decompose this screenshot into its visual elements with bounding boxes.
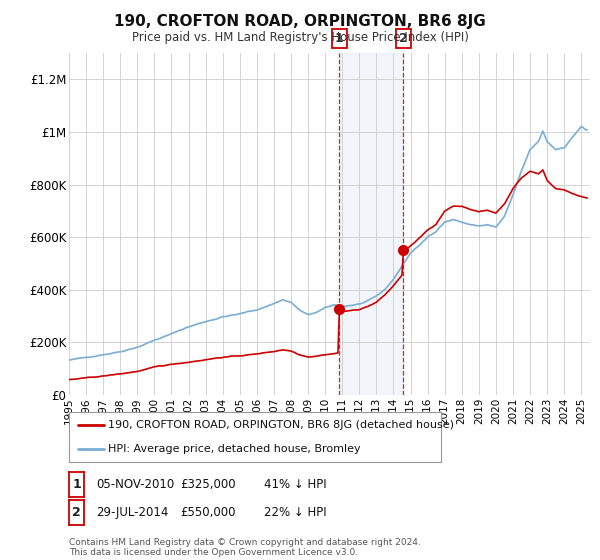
Text: £325,000: £325,000 <box>180 478 236 491</box>
Bar <box>340 53 403 395</box>
Text: Price paid vs. HM Land Registry's House Price Index (HPI): Price paid vs. HM Land Registry's House … <box>131 31 469 44</box>
Text: 190, CROFTON ROAD, ORPINGTON, BR6 8JG: 190, CROFTON ROAD, ORPINGTON, BR6 8JG <box>114 14 486 29</box>
Text: 1: 1 <box>335 32 344 45</box>
Text: 41% ↓ HPI: 41% ↓ HPI <box>264 478 326 491</box>
Text: 2: 2 <box>72 506 81 519</box>
Text: 2: 2 <box>399 32 408 45</box>
Text: 05-NOV-2010: 05-NOV-2010 <box>96 478 174 491</box>
Text: £550,000: £550,000 <box>180 506 236 519</box>
Text: HPI: Average price, detached house, Bromley: HPI: Average price, detached house, Brom… <box>108 445 361 454</box>
Text: 190, CROFTON ROAD, ORPINGTON, BR6 8JG (detached house): 190, CROFTON ROAD, ORPINGTON, BR6 8JG (d… <box>108 420 454 430</box>
Text: 22% ↓ HPI: 22% ↓ HPI <box>264 506 326 519</box>
Text: Contains HM Land Registry data © Crown copyright and database right 2024.
This d: Contains HM Land Registry data © Crown c… <box>69 538 421 557</box>
Text: 29-JUL-2014: 29-JUL-2014 <box>96 506 169 519</box>
Text: 1: 1 <box>72 478 81 491</box>
